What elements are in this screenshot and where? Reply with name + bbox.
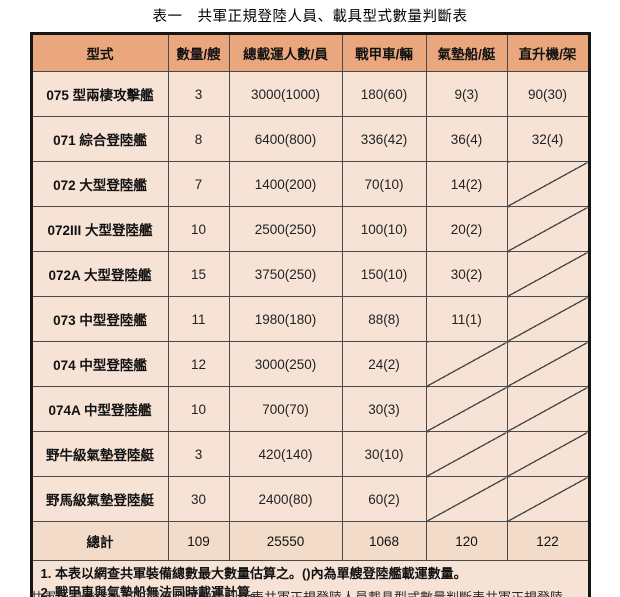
- value-cell: 36(4): [425, 116, 508, 162]
- value-cell: [506, 386, 590, 432]
- value-cell: 420(140): [228, 431, 343, 477]
- value-cell: 100(10): [341, 206, 427, 252]
- value-cell: 30: [167, 476, 230, 522]
- note-2: 2. 戰甲車與氣墊船無法同時載運計算。: [40, 585, 263, 597]
- total-hovercraft: 120: [425, 521, 508, 561]
- ship-type-cell: 野馬級氣墊登陸艇: [30, 476, 169, 522]
- ship-type-cell: 074A 中型登陸艦: [30, 386, 169, 432]
- value-cell: 12: [167, 341, 230, 387]
- table-row: 074A 中型登陸艦 10 700(70) 30(3): [30, 386, 590, 432]
- table-title: 表一 共軍正規登陸人員、載具型式數量判斷表: [152, 9, 468, 25]
- table-row: 075 型兩棲攻擊艦 3 3000(1000) 180(60) 9(3) 90(30): [30, 71, 590, 117]
- header-row: 型式 數量/艘 總載運人數/員 戰甲車/輛 氣墊船/艇 直升機/架: [30, 33, 590, 72]
- value-cell: 32(4): [506, 116, 590, 162]
- value-cell: 1400(200): [228, 161, 343, 207]
- value-cell: 3750(250): [228, 251, 343, 297]
- header-type: 型式: [30, 33, 169, 72]
- total-row: 總計 109 25550 1068 120 122: [30, 521, 590, 561]
- value-cell: 24(2): [341, 341, 427, 387]
- value-cell: 2400(80): [228, 476, 343, 522]
- value-cell: 30(10): [341, 431, 427, 477]
- table-row: 野馬級氣墊登陸艇 30 2400(80) 60(2): [30, 476, 590, 522]
- clipped-text-line: 共軍正規登陸人員、載具型式數量判斷表共軍正規登陸人員載具型式數量判斷表共軍正規登…: [0, 590, 620, 597]
- landing-craft-table: 型式 數量/艘 總載運人數/員 戰甲車/輛 氣墊船/艇 直升機/架 075 型兩…: [29, 32, 591, 597]
- total-quantity: 109: [167, 521, 230, 561]
- table-row: 072 大型登陸艦 7 1400(200) 70(10) 14(2): [30, 161, 590, 207]
- total-personnel: 25550: [228, 521, 343, 561]
- table-row: 072A 大型登陸艦 15 3750(250) 150(10) 30(2): [30, 251, 590, 297]
- value-cell: [506, 476, 590, 522]
- value-cell: 11(1): [425, 296, 508, 342]
- table-header: 型式 數量/艘 總載運人數/員 戰甲車/輛 氣墊船/艇 直升機/架: [30, 33, 590, 72]
- header-helicopters: 直升機/架: [506, 33, 590, 72]
- value-cell: 1980(180): [228, 296, 343, 342]
- table-row: 072III 大型登陸艦 10 2500(250) 100(10) 20(2): [30, 206, 590, 252]
- value-cell: [425, 386, 508, 432]
- ship-type-cell: 072 大型登陸艦: [30, 161, 169, 207]
- ship-type-cell: 075 型兩棲攻擊艦: [30, 71, 169, 117]
- value-cell: 70(10): [341, 161, 427, 207]
- table-row: 073 中型登陸艦 11 1980(180) 88(8) 11(1): [30, 296, 590, 342]
- value-cell: 11: [167, 296, 230, 342]
- value-cell: [506, 341, 590, 387]
- value-cell: [506, 206, 590, 252]
- value-cell: [506, 431, 590, 477]
- value-cell: 88(8): [341, 296, 427, 342]
- header-personnel: 總載運人數/員: [228, 33, 343, 72]
- total-label: 總計: [30, 521, 169, 561]
- value-cell: 180(60): [341, 71, 427, 117]
- value-cell: [506, 161, 590, 207]
- value-cell: 3: [167, 71, 230, 117]
- value-cell: 336(42): [341, 116, 427, 162]
- header-hovercraft: 氣墊船/艇: [425, 33, 508, 72]
- ship-type-cell: 073 中型登陸艦: [30, 296, 169, 342]
- value-cell: 20(2): [425, 206, 508, 252]
- value-cell: [506, 296, 590, 342]
- ship-type-cell: 074 中型登陸艦: [30, 341, 169, 387]
- value-cell: 8: [167, 116, 230, 162]
- ship-type-cell: 野牛級氣墊登陸艇: [30, 431, 169, 477]
- value-cell: 10: [167, 206, 230, 252]
- table-row: 071 綜合登陸艦 8 6400(800) 336(42) 36(4) 32(4): [30, 116, 590, 162]
- value-cell: 150(10): [341, 251, 427, 297]
- total-armored-vehicles: 1068: [341, 521, 427, 561]
- ship-type-cell: 072A 大型登陸艦: [30, 251, 169, 297]
- value-cell: [425, 431, 508, 477]
- table-body: 075 型兩棲攻擊艦 3 3000(1000) 180(60) 9(3) 90(30) 07…: [30, 71, 590, 597]
- value-cell: [425, 341, 508, 387]
- value-cell: 60(2): [341, 476, 427, 522]
- ship-type-cell: 072III 大型登陸艦: [30, 206, 169, 252]
- table-row: 野牛級氣墊登陸艇 3 420(140) 30(10): [30, 431, 590, 477]
- value-cell: 3000(250): [228, 341, 343, 387]
- value-cell: [506, 251, 590, 297]
- note-1: 1. 本表以網查共軍裝備總數最大數量估算之。()內為單艘登陸艦載運數量。: [40, 566, 467, 581]
- value-cell: 700(70): [228, 386, 343, 432]
- header-armored-vehicles: 戰甲車/輛: [341, 33, 427, 72]
- ship-type-cell: 071 綜合登陸艦: [30, 116, 169, 162]
- value-cell: 30(3): [341, 386, 427, 432]
- value-cell: 90(30): [506, 71, 590, 117]
- value-cell: 2500(250): [228, 206, 343, 252]
- value-cell: [425, 476, 508, 522]
- value-cell: 15: [167, 251, 230, 297]
- value-cell: 3: [167, 431, 230, 477]
- value-cell: 6400(800): [228, 116, 343, 162]
- value-cell: 3000(1000): [228, 71, 343, 117]
- table-notes: 1. 本表以網查共軍裝備總數最大數量估算之。()內為單艘登陸艦載運數量。 2. …: [30, 560, 590, 597]
- value-cell: 14(2): [425, 161, 508, 207]
- table-row: 074 中型登陸艦 12 3000(250) 24(2): [30, 341, 590, 387]
- value-cell: 10: [167, 386, 230, 432]
- value-cell: 9(3): [425, 71, 508, 117]
- notes-row: 1. 本表以網查共軍裝備總數最大數量估算之。()內為單艘登陸艦載運數量。 2. …: [30, 560, 590, 597]
- value-cell: 7: [167, 161, 230, 207]
- total-helicopters: 122: [506, 521, 590, 561]
- header-quantity: 數量/艘: [167, 33, 230, 72]
- value-cell: 30(2): [425, 251, 508, 297]
